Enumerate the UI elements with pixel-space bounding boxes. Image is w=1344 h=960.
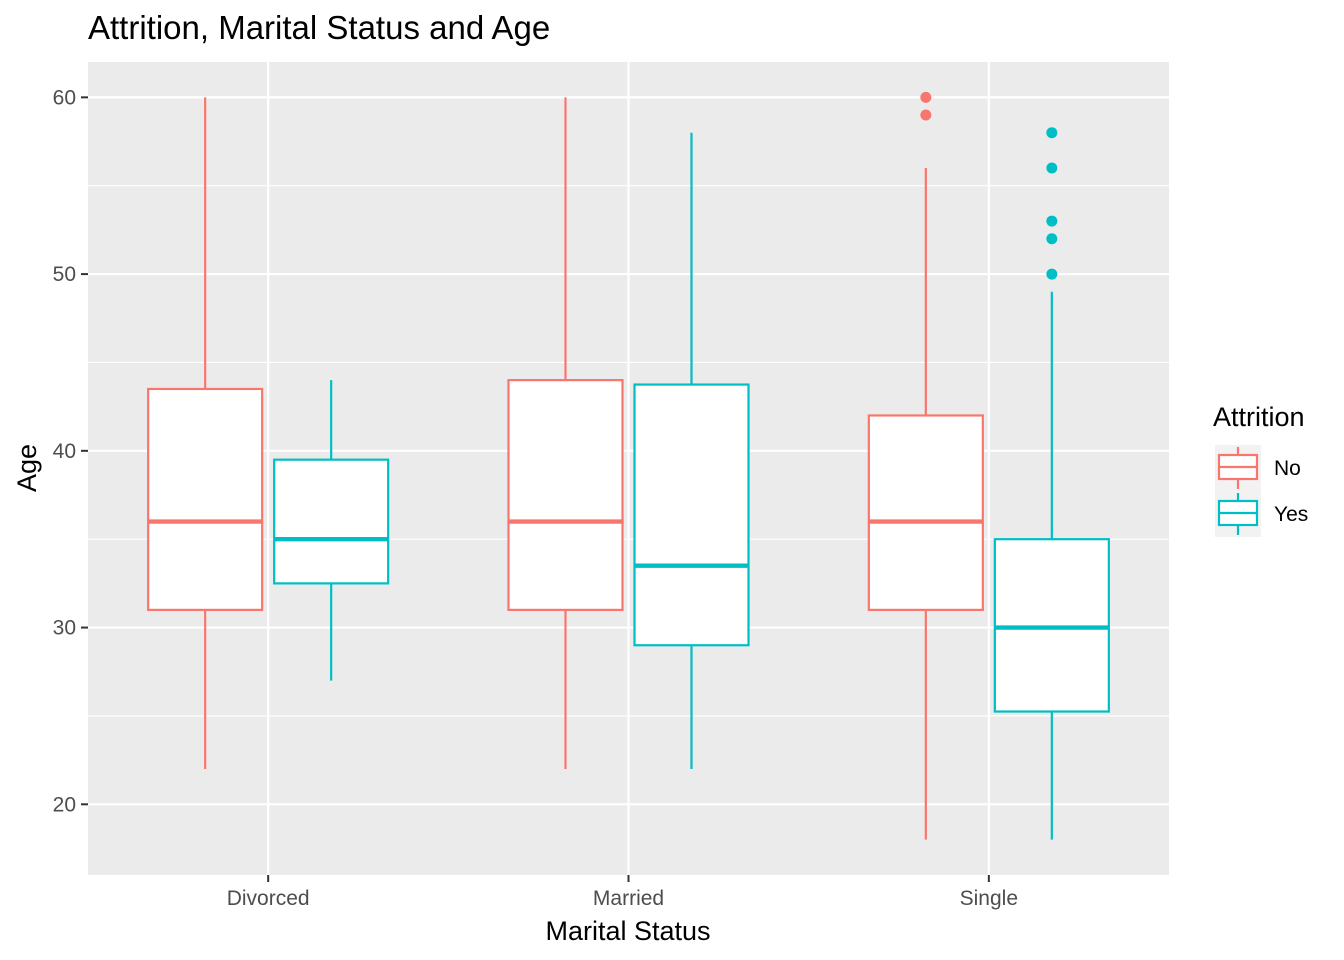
outlier-point [920, 109, 932, 121]
x-tick-label: Single [960, 887, 1018, 910]
legend-label: No [1274, 457, 1301, 480]
y-tick-label: 20 [53, 793, 76, 816]
legend-key-yes [1215, 491, 1261, 537]
box-married-yes [633, 132, 750, 769]
outlier-point [1046, 127, 1058, 139]
legend-key-no [1215, 445, 1261, 491]
x-tick-label: Divorced [227, 887, 310, 910]
outlier-point [1046, 162, 1058, 174]
box-iqr [273, 458, 390, 585]
box-marks [147, 91, 1110, 840]
outlier-point [1046, 233, 1058, 245]
y-tick-label: 60 [53, 86, 76, 109]
box-divorced-no [147, 97, 264, 769]
legend: Attrition No Yes [1213, 402, 1308, 537]
grid-lines [88, 62, 1169, 875]
outlier-point [1046, 215, 1058, 227]
legend-title: Attrition [1213, 402, 1305, 432]
y-tick-label: 30 [53, 617, 76, 640]
box-iqr [147, 387, 264, 611]
box-iqr [867, 414, 984, 611]
axes: 20 30 40 50 60 Divorced Married Single [53, 86, 1018, 910]
box-single-yes [993, 127, 1110, 840]
legend-label: Yes [1274, 503, 1308, 526]
box-divorced-yes [273, 380, 390, 681]
outlier-point [920, 91, 932, 103]
y-tick-label: 40 [53, 440, 76, 463]
chart-title: Attrition, Marital Status and Age [88, 9, 550, 46]
box-iqr [993, 538, 1110, 713]
box-married-no [507, 97, 624, 769]
y-tick-label: 50 [53, 263, 76, 286]
box-iqr [633, 383, 750, 647]
box-single-no [867, 91, 984, 840]
x-tick-label: Married [593, 887, 664, 910]
box-iqr [507, 379, 624, 611]
x-axis-title: Marital Status [545, 916, 710, 946]
y-axis-title: Age [12, 444, 42, 492]
outlier-point [1046, 268, 1058, 280]
